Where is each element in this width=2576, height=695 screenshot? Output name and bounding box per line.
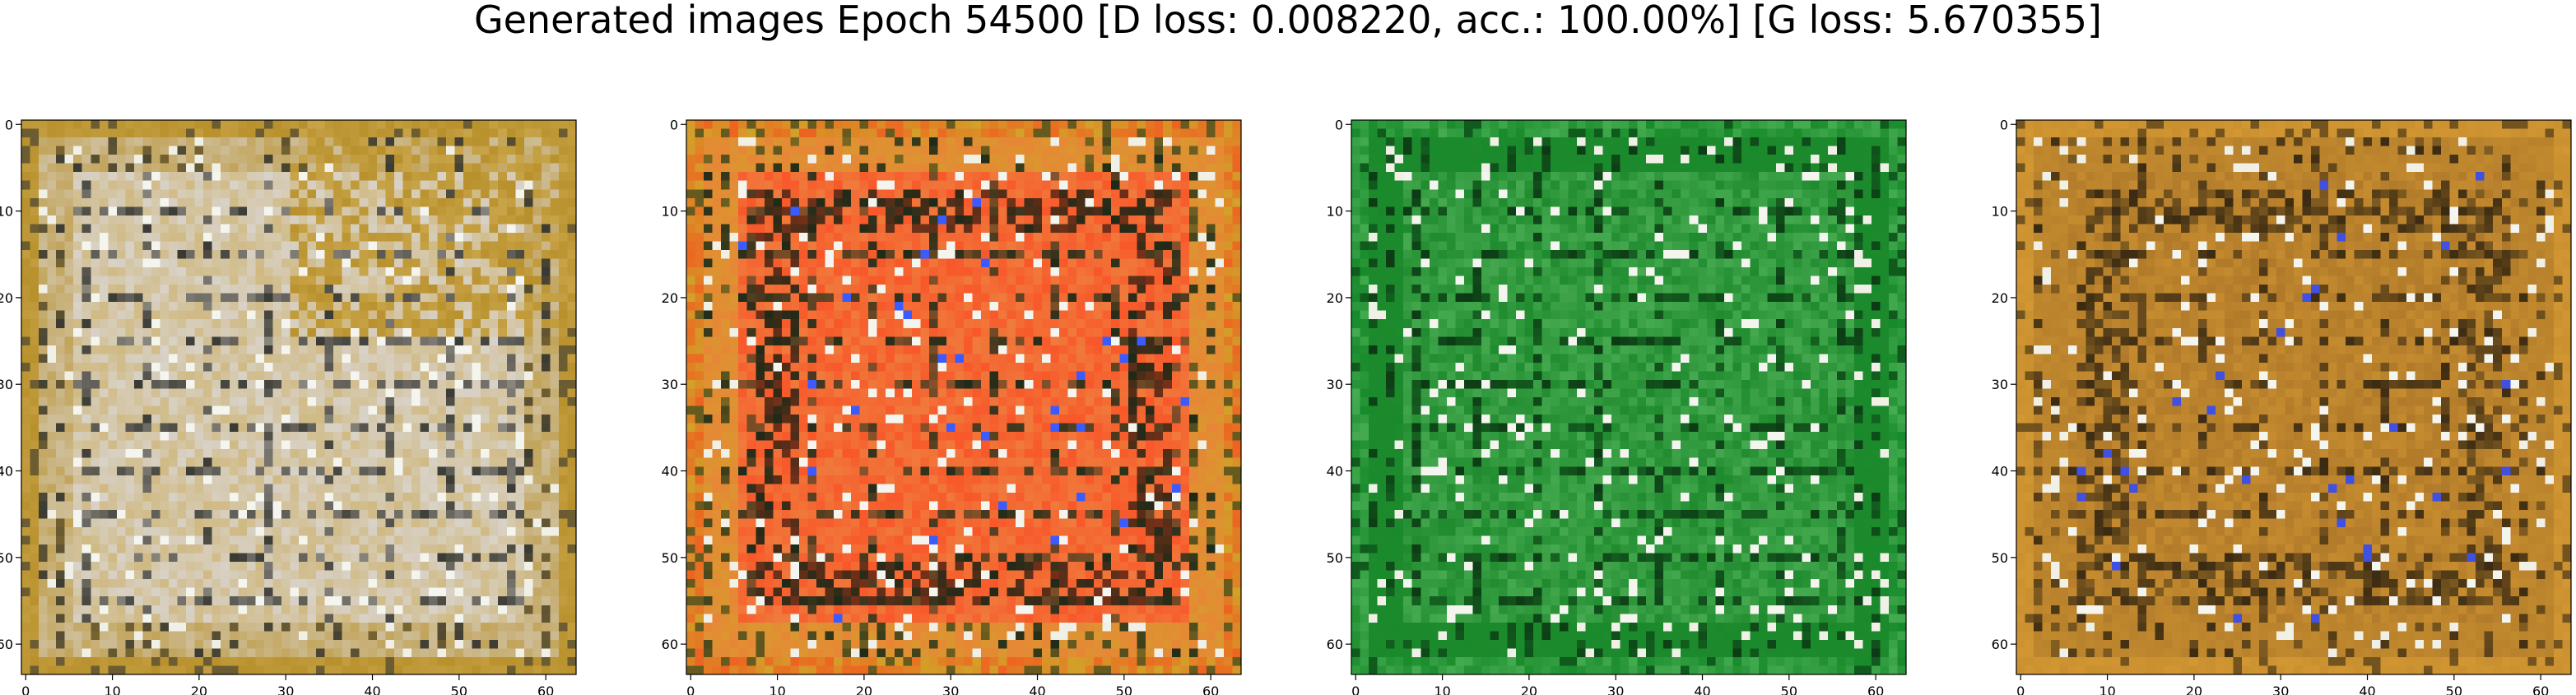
axes-frame — [1351, 119, 1907, 675]
x-tick-label: 20 — [2186, 683, 2202, 695]
y-tick-label: 50 — [0, 550, 13, 566]
axes-frame — [21, 119, 577, 675]
x-tick-label: 20 — [856, 683, 872, 695]
y-tick-label: 10 — [662, 204, 678, 220]
y-tick-label: 10 — [1327, 204, 1343, 220]
y-tick-label: 20 — [1992, 290, 2008, 306]
x-tick-label: 40 — [364, 683, 380, 695]
y-tick-label: 20 — [662, 290, 678, 306]
generated-image-3 — [1351, 120, 1906, 674]
image-axes-3: 0 10 20 30 40 50 60 0 10 20 30 40 50 60 — [1327, 117, 1907, 695]
x-tick-label: 60 — [1202, 683, 1219, 695]
x-tick-label: 0 — [686, 683, 695, 695]
generated-image-panel-1: 0 10 20 30 40 50 60 0 10 20 30 40 50 60 — [0, 82, 625, 695]
y-tick-label: 60 — [1327, 637, 1343, 652]
x-tick-label: 60 — [2532, 683, 2549, 695]
y-tick-label: 30 — [1327, 377, 1343, 392]
y-tick-label: 40 — [1327, 464, 1343, 480]
y-tick-label: 60 — [0, 637, 13, 652]
x-tick-label: 60 — [537, 683, 554, 695]
y-tick-label: 20 — [1327, 290, 1343, 306]
y-tick-label: 30 — [0, 377, 13, 392]
x-tick-label: 0 — [21, 683, 30, 695]
image-axes-2: 0 10 20 30 40 50 60 0 10 20 30 40 50 60 — [662, 117, 1242, 695]
y-tick-label: 0 — [1335, 117, 1343, 132]
figure-title: Generated images Epoch 54500 [D loss: 0.… — [473, 0, 2103, 42]
y-tick-label: 20 — [0, 290, 13, 306]
y-tick-label: 0 — [670, 117, 678, 132]
y-tick-label: 50 — [1327, 550, 1343, 566]
generated-image-panel-3: 0 10 20 30 40 50 60 0 10 20 30 40 50 60 — [1327, 82, 1955, 695]
axes-frame — [2016, 119, 2572, 675]
x-tick-label: 50 — [1116, 683, 1132, 695]
x-tick-label: 30 — [277, 683, 294, 695]
x-tick-label: 0 — [2016, 683, 2025, 695]
y-tick-label: 50 — [1992, 550, 2008, 566]
y-tick-label: 0 — [5, 117, 13, 132]
x-tick-label: 40 — [2359, 683, 2375, 695]
x-tick-label: 20 — [191, 683, 207, 695]
x-tick-label: 20 — [1521, 683, 1537, 695]
generated-image-panel-2: 0 10 20 30 40 50 60 0 10 20 30 40 50 60 — [662, 82, 1290, 695]
image-axes-1: 0 10 20 30 40 50 60 0 10 20 30 40 50 60 — [0, 117, 577, 695]
x-tick-label: 10 — [104, 683, 120, 695]
x-tick-label: 50 — [451, 683, 467, 695]
y-tick-label: 60 — [662, 637, 678, 652]
y-tick-label: 60 — [1992, 637, 2008, 652]
image-axes-4: 0 10 20 30 40 50 60 0 10 20 30 40 50 60 — [1992, 117, 2572, 695]
y-tick-label: 30 — [662, 377, 678, 392]
x-tick-label: 50 — [2446, 683, 2462, 695]
x-tick-label: 30 — [942, 683, 959, 695]
x-tick-label: 10 — [769, 683, 785, 695]
y-tick-label: 10 — [1992, 204, 2008, 220]
generated-image-4 — [2016, 120, 2571, 674]
y-tick-label: 40 — [662, 464, 678, 480]
y-tick-label: 10 — [0, 204, 13, 220]
y-tick-label: 40 — [1992, 464, 2008, 480]
x-tick-label: 0 — [1351, 683, 1360, 695]
x-tick-label: 30 — [1607, 683, 1624, 695]
x-tick-label: 60 — [1867, 683, 1884, 695]
y-tick-label: 40 — [0, 464, 13, 480]
generated-image-panel-4: 0 10 20 30 40 50 60 0 10 20 30 40 50 60 — [1992, 82, 2576, 695]
y-tick-label: 50 — [662, 550, 678, 566]
x-tick-label: 10 — [1434, 683, 1450, 695]
x-tick-label: 40 — [1029, 683, 1045, 695]
x-tick-label: 40 — [1694, 683, 1710, 695]
generated-image-1 — [21, 120, 576, 674]
axes-frame — [686, 119, 1242, 675]
x-tick-label: 30 — [2272, 683, 2289, 695]
y-tick-label: 30 — [1992, 377, 2008, 392]
x-tick-label: 50 — [1781, 683, 1797, 695]
x-tick-label: 10 — [2099, 683, 2115, 695]
generated-image-2 — [686, 120, 1241, 674]
y-tick-label: 0 — [2000, 117, 2008, 132]
